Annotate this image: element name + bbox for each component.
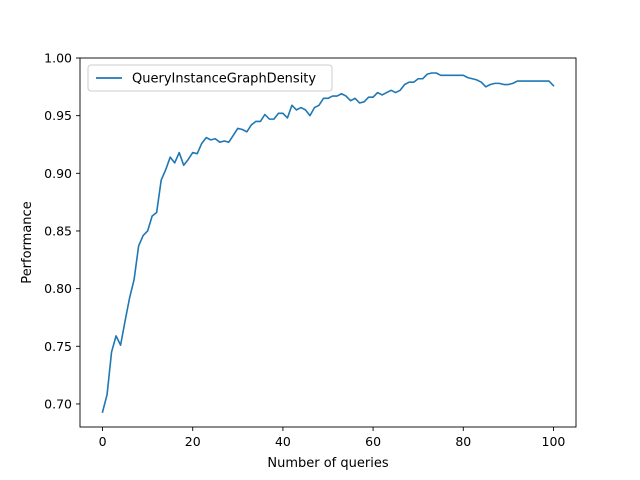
y-tick-label: 0.95 <box>44 108 72 123</box>
plot-area <box>101 72 555 413</box>
x-axis-label: Number of queries <box>267 456 388 471</box>
y-tick-label: 0.85 <box>44 223 72 238</box>
legend-label: QueryInstanceGraphDensity <box>132 72 316 87</box>
axes: 0 20 40 60 80 100 0.70 0.75 0.80 0.85 0.90 0.95 1.00 <box>44 51 577 449</box>
legend: QueryInstanceGraphDensity <box>87 64 333 92</box>
series-line-0 <box>101 72 555 413</box>
y-tick-label: 0.75 <box>44 339 72 354</box>
y-tick-label: 0.80 <box>44 281 72 296</box>
legend-box <box>87 64 333 92</box>
axes-frame <box>79 57 577 428</box>
y-tick-label: 1.00 <box>44 51 72 66</box>
y-tick-label: 0.70 <box>44 396 72 411</box>
x-tick-label: 20 <box>185 434 201 449</box>
x-tick-label: 100 <box>542 434 566 449</box>
y-tick-label: 0.90 <box>44 166 72 181</box>
x-tick-label: 60 <box>365 434 381 449</box>
x-tick-label: 0 <box>99 434 107 449</box>
x-tick-label: 80 <box>455 434 471 449</box>
y-axis-label: Performance <box>20 201 35 283</box>
x-tick-label: 40 <box>275 434 291 449</box>
